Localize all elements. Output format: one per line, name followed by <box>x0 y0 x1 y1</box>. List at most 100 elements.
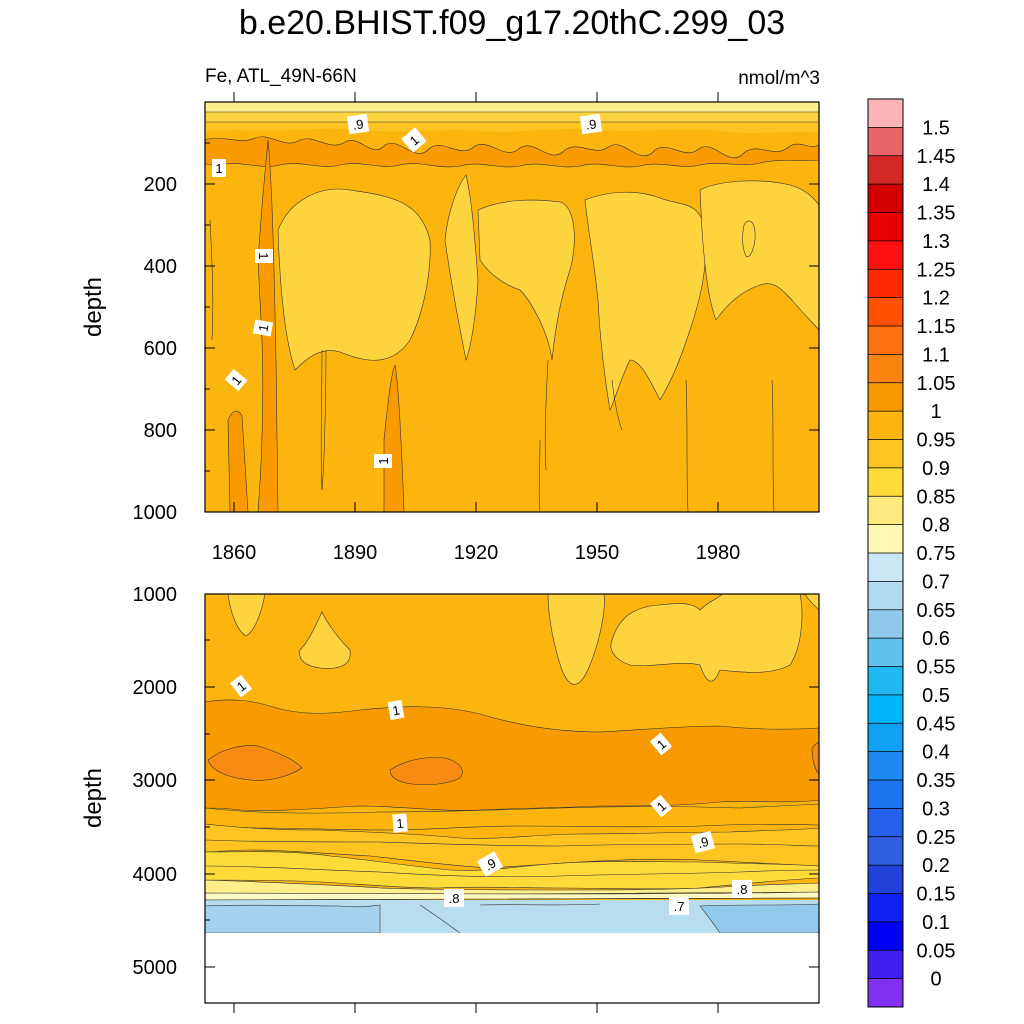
colorbar-swatch <box>868 581 903 611</box>
colorbar-label: 0.25 <box>917 827 956 849</box>
colorbar-label: 0.5 <box>922 685 950 707</box>
x-axis-ticks <box>233 92 719 1013</box>
svg-text:1: 1 <box>396 816 405 832</box>
contour-label: .9 <box>476 851 504 877</box>
colorbar-swatch <box>868 638 903 667</box>
colorbar-label: 0.65 <box>917 600 956 622</box>
contour-label: .8 <box>732 880 752 898</box>
colorbar-swatch <box>868 694 903 724</box>
colorbar-swatch <box>868 240 903 270</box>
colorbar-label: 1.1 <box>922 344 950 366</box>
colorbar-swatch <box>868 496 903 526</box>
svg-text:.8: .8 <box>737 882 748 897</box>
colorbar-swatch <box>868 808 903 838</box>
upper-contour-labels: .9 1 .9 1 1 1 1 1 <box>212 113 603 468</box>
upper-panel <box>205 102 819 512</box>
upper-y-axis-label: depth <box>80 277 107 337</box>
y-tick-label: 1000 <box>133 584 178 606</box>
lower-layer-mid-blue-2 <box>205 904 381 934</box>
colorbar-label: 1.25 <box>917 259 956 281</box>
colorbar-label: 0.05 <box>917 940 956 962</box>
svg-text:.9: .9 <box>585 116 598 132</box>
colorbar: 1.5 1.45 1.4 1.35 1.3 1.25 1.2 1.15 1.1 1.05 1 0.95… <box>867 98 956 1008</box>
colorbar-label: 0 <box>930 969 941 991</box>
svg-text:.9: .9 <box>696 834 710 851</box>
lower-layer-light-yellow <box>205 851 819 890</box>
y-tick-label: 4000 <box>133 864 178 886</box>
contour-label: 1 <box>401 127 427 153</box>
colorbar-label: 1.35 <box>917 203 956 225</box>
contour-label: 1 <box>649 794 673 818</box>
colorbar-label: 1.4 <box>922 174 950 196</box>
colorbar-label: 1.15 <box>917 316 956 338</box>
colorbar-swatch <box>868 950 903 980</box>
svg-text:.9: .9 <box>352 116 365 132</box>
colorbar-label: 0.1 <box>922 912 950 934</box>
contour-label: .9 <box>579 113 603 135</box>
colorbar-label: 0.8 <box>922 515 950 537</box>
colorbar-label: 0.9 <box>922 458 950 480</box>
colorbar-swatch <box>868 467 903 497</box>
x-tick-label: 1860 <box>212 542 257 564</box>
upper-filament-3 <box>383 364 405 512</box>
colorbar-swatch <box>868 666 903 696</box>
lower-layer-pale-yellow <box>205 879 819 897</box>
lower-blob-5 <box>804 594 819 611</box>
upper-y-axis <box>205 142 819 472</box>
lower-y-axis-label: depth <box>80 768 107 828</box>
upper-plume-3 <box>477 199 575 361</box>
contour-label: 1 <box>392 813 408 833</box>
svg-text:.8: .8 <box>449 891 460 906</box>
x-tick-labels: 1860 1890 1920 1950 1980 <box>212 542 741 564</box>
colorbar-swatch <box>868 297 903 327</box>
colorbar-label: 0.7 <box>922 571 950 593</box>
svg-text:1: 1 <box>391 702 401 718</box>
colorbar-swatch <box>868 978 903 1008</box>
upper-y-tick-labels: 200 400 600 800 1000 <box>133 174 178 524</box>
x-tick-label: 1920 <box>454 542 499 564</box>
y-tick-label: 5000 <box>133 957 178 979</box>
contour-label: 1 <box>374 454 392 468</box>
y-tick-label: 400 <box>144 256 177 278</box>
colorbar-label: 0.4 <box>922 742 950 764</box>
svg-text:1: 1 <box>256 252 271 259</box>
colorbar-label: 0.6 <box>922 628 950 650</box>
contour-label: .7 <box>669 897 689 915</box>
colorbar-swatch <box>868 326 903 355</box>
variable-label: Fe, ATL_49N-66N <box>205 66 357 87</box>
colorbar-label: 0.15 <box>917 884 956 906</box>
lower-layer-mid-blue <box>699 903 819 934</box>
contour-label: 1 <box>255 249 273 263</box>
upper-plume-6 <box>742 220 756 257</box>
colorbar-label: 0.75 <box>917 543 956 565</box>
y-tick-label: 2000 <box>133 677 178 699</box>
y-tick-label: 800 <box>144 420 177 442</box>
colorbar-swatch <box>868 99 903 128</box>
lower-core-3 <box>811 741 819 775</box>
lower-blob-4 <box>610 594 803 682</box>
colorbar-label: 0.55 <box>917 657 956 679</box>
lower-layer-cream <box>205 891 819 901</box>
lower-core-2 <box>389 757 463 786</box>
lower-frame <box>204 593 820 1004</box>
colorbar-swatch <box>868 723 903 753</box>
colorbar-label: 1.5 <box>922 117 950 139</box>
lower-band-deep-orange <box>205 699 819 811</box>
x-tick-label: 1980 <box>696 542 741 564</box>
colorbar-swatch <box>868 127 903 157</box>
lower-blob-1 <box>227 594 266 637</box>
lower-contour-labels: 1 1 1 1 1 .9 .9 .8 .7 .8 <box>229 674 752 915</box>
upper-plume-5 <box>699 180 819 331</box>
contour-label: .9 <box>691 830 715 854</box>
upper-surface-band-yellow <box>205 112 819 122</box>
colorbar-swatch <box>868 269 903 299</box>
colorbar-label: 0.35 <box>917 770 956 792</box>
colorbar-swatch <box>868 212 903 242</box>
x-tick-label: 1950 <box>575 542 620 564</box>
colorbar-label: 0.3 <box>922 798 950 820</box>
lower-y-tick-labels: 1000 2000 3000 4000 5000 <box>133 584 178 979</box>
lower-contour-lines <box>205 839 819 878</box>
chart-title: b.e20.BHIST.f09_g17.20thC.299_03 <box>238 4 786 42</box>
upper-filament-1 <box>227 410 249 512</box>
